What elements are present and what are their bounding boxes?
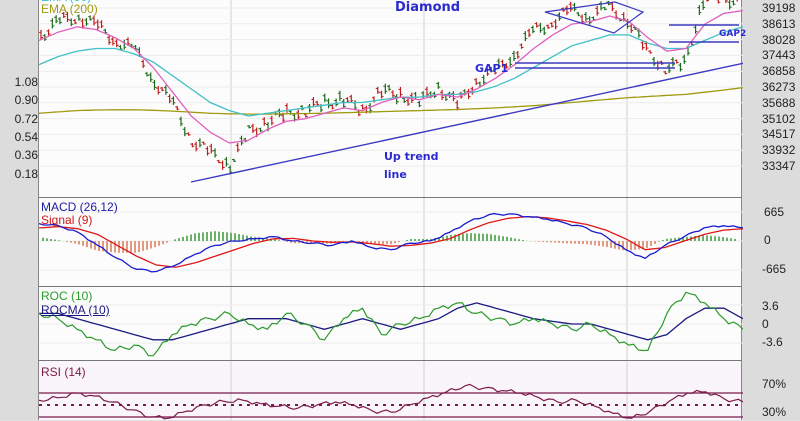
rsi-tick-70: 70% [762, 377, 787, 391]
rsi-tick-30: 30% [762, 405, 787, 419]
legend-rsi: RSI (14) [41, 365, 86, 379]
roc-tick-zero: 0 [762, 317, 769, 331]
volume-tick: 1.08 [14, 75, 38, 89]
price-tick: 39198 [762, 1, 796, 15]
left-axis-gutter: 1.08 0.90 0.72 0.54 0.36 0.18 [0, 0, 38, 420]
gap1-label: GAP1 [475, 62, 509, 75]
price-tick: 38028 [762, 32, 796, 47]
roc-tick-bottom: -3.6 [762, 335, 783, 349]
macd-panel: MACD (26,12) Signal (9) [38, 197, 743, 287]
volume-tick: 0.18 [14, 166, 38, 181]
price-tick: 37443 [762, 48, 796, 63]
roc-tick-top: 3.6 [762, 299, 779, 313]
price-tick: 36273 [762, 80, 796, 94]
volume-tick: 0.72 [14, 111, 38, 126]
right-axis-gutter [742, 0, 800, 420]
volume-tick: 0.54 [14, 129, 38, 144]
uptrend-label-2: line [384, 168, 407, 181]
rsi-plot [39, 361, 743, 421]
volume-tick: 0.90 [14, 93, 38, 108]
legend-macd: MACD (26,12) [41, 200, 118, 214]
gap2-label: GAP2 [719, 29, 747, 39]
macd-tick-bottom: -665 [762, 262, 787, 276]
price-plot [39, 0, 743, 197]
price-tick: 34517 [762, 127, 796, 142]
price-panel: EMA (50) EMA (200) Diamond GAP1 GAP2 Up … [38, 0, 746, 197]
legend-ema-mid: EMA (50) [41, 0, 91, 4]
legend-rocma: ROCMA (10) [41, 303, 110, 317]
legend-signal: Signal (9) [41, 213, 93, 227]
rsi-panel: RSI (14) [38, 360, 743, 421]
price-tick: 33347 [762, 159, 796, 173]
macd-tick-zero: 0 [764, 233, 771, 247]
price-tick: 35688 [762, 95, 796, 110]
macd-plot [39, 198, 743, 287]
volume-tick: 0.36 [14, 148, 38, 163]
legend-ema-200: EMA (200) [41, 2, 98, 16]
diamond-label: Diamond [395, 0, 461, 15]
price-tick: 36858 [762, 64, 796, 79]
uptrend-label-1: Up trend [384, 150, 439, 163]
price-tick: 38613 [762, 16, 796, 31]
legend-roc: ROC (10) [41, 289, 93, 303]
macd-tick-top: 665 [764, 205, 785, 219]
roc-panel: ROC (10) ROCMA (10) [38, 286, 743, 361]
price-tick: 35102 [762, 111, 796, 126]
price-tick: 33932 [762, 143, 796, 158]
roc-plot [39, 287, 743, 361]
